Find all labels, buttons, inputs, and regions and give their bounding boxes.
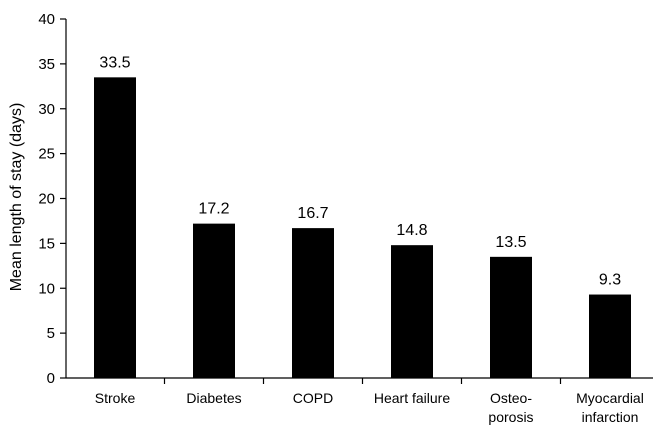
y-tick-label: 30 (38, 101, 55, 118)
category-label: Myocardial (576, 390, 644, 406)
y-tick-label: 40 (38, 11, 55, 28)
category-label: Diabetes (186, 390, 241, 406)
bar (391, 245, 433, 378)
category-label: porosis (488, 409, 533, 425)
y-tick-label: 15 (38, 235, 55, 252)
data-label: 33.5 (99, 54, 130, 71)
bar (292, 228, 334, 378)
y-axis-title: Mean length of stay (days) (8, 103, 25, 292)
data-label: 14.8 (396, 222, 427, 239)
x-axis-ticks (163, 378, 562, 384)
y-tick-label: 5 (47, 325, 55, 342)
category-label: COPD (293, 390, 333, 406)
y-tick-label: 25 (38, 146, 55, 163)
y-axis-ticks: 0 5 10 15 20 25 30 35 40 (38, 11, 66, 387)
bars (94, 77, 631, 379)
bar (193, 223, 235, 378)
data-label: 16.7 (297, 205, 328, 222)
bar (94, 77, 136, 379)
category-labels: Stroke Diabetes COPD Heart failure Osteo-por… (95, 390, 644, 425)
category-label: Osteo- (490, 390, 532, 406)
category-label: Heart failure (374, 390, 450, 406)
y-tick-label: 20 (38, 191, 55, 208)
data-label: 9.3 (599, 272, 621, 289)
bar (490, 256, 532, 378)
data-labels: 33.5 17.2 16.7 14.8 13.5 9.3 (99, 54, 621, 288)
data-label: 13.5 (495, 234, 526, 251)
category-label: Stroke (95, 390, 136, 406)
bar (589, 294, 631, 378)
y-tick-label: 0 (47, 370, 55, 387)
category-label: infarction (582, 409, 639, 425)
y-tick-label: 10 (38, 280, 55, 297)
data-label: 17.2 (198, 201, 229, 218)
y-tick-label: 35 (38, 56, 55, 73)
